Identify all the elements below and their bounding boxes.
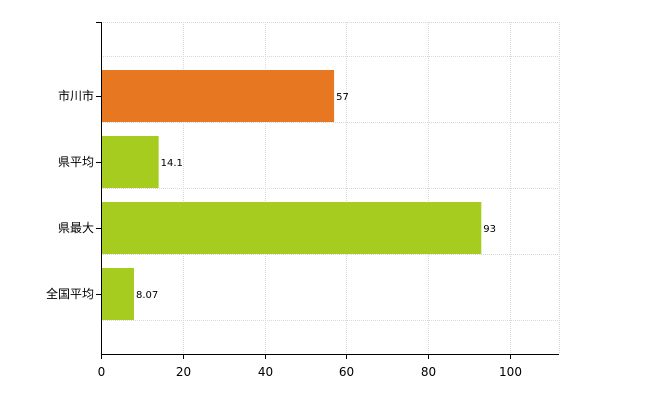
bar-1	[102, 136, 159, 188]
category-label-2: 県最大	[58, 221, 94, 235]
x-tick-label-0: 0	[98, 365, 106, 379]
grid	[101, 22, 560, 354]
x-tick-label-100: 100	[499, 365, 522, 379]
labels: 市川市 57 県平均 14.1 県最大 93 全国平均 8.07 0 20 40 60 80 100	[46, 88, 522, 379]
data-label-3: 8.07	[136, 290, 158, 301]
data-label-0: 57	[336, 92, 349, 103]
data-label-1: 14.1	[161, 158, 183, 169]
bars	[102, 70, 482, 320]
x-tick-label-60: 60	[339, 365, 354, 379]
bar-3	[102, 268, 135, 320]
bar-0	[102, 70, 335, 122]
x-tick-label-20: 20	[176, 365, 191, 379]
bar-2	[102, 202, 482, 254]
x-tick-label-40: 40	[258, 365, 273, 379]
axes	[96, 22, 559, 359]
data-label-2: 93	[483, 224, 496, 235]
category-label-3: 全国平均	[46, 286, 94, 301]
category-label-1: 県平均	[58, 155, 94, 169]
category-label-0: 市川市	[58, 88, 94, 103]
x-tick-label-80: 80	[421, 365, 436, 379]
